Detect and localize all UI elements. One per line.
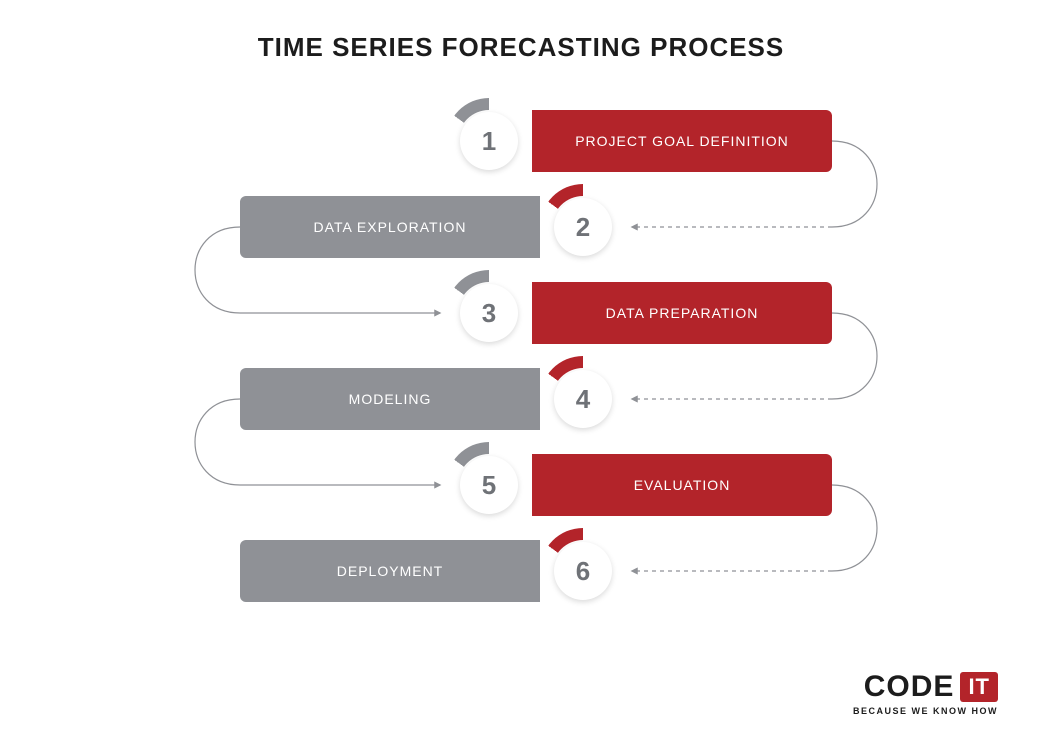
brand-logo: CODE IT BECAUSE WE KNOW HOW: [853, 670, 998, 716]
step-number: 6: [554, 542, 612, 600]
step-label: MODELING: [349, 391, 432, 407]
step-number: 1: [460, 112, 518, 170]
step-number: 4: [554, 370, 612, 428]
step-circle: 3: [446, 270, 532, 356]
step-bar: DATA PREPARATION: [532, 282, 832, 344]
step-label: DATA EXPLORATION: [314, 219, 467, 235]
logo-it-badge: IT: [960, 672, 998, 702]
step-label: EVALUATION: [634, 477, 731, 493]
step-circle: 5: [446, 442, 532, 528]
step-bar: MODELING: [240, 368, 540, 430]
step-bar: DEPLOYMENT: [240, 540, 540, 602]
diagram-stage: PROJECT GOAL DEFINITION 1 DATA EXPLORATION…: [0, 0, 1042, 740]
step-number: 3: [460, 284, 518, 342]
logo-tagline: BECAUSE WE KNOW HOW: [853, 706, 998, 716]
step-label: DATA PREPARATION: [606, 305, 759, 321]
step-bar: EVALUATION: [532, 454, 832, 516]
step-bar: DATA EXPLORATION: [240, 196, 540, 258]
step-number: 5: [460, 456, 518, 514]
step-circle: 2: [540, 184, 626, 270]
logo-code-text: CODE: [864, 670, 955, 704]
step-circle: 4: [540, 356, 626, 442]
step-circle: 1: [446, 98, 532, 184]
step-bar: PROJECT GOAL DEFINITION: [532, 110, 832, 172]
step-label: DEPLOYMENT: [337, 563, 443, 579]
step-label: PROJECT GOAL DEFINITION: [575, 133, 789, 149]
step-circle: 6: [540, 528, 626, 614]
step-number: 2: [554, 198, 612, 256]
